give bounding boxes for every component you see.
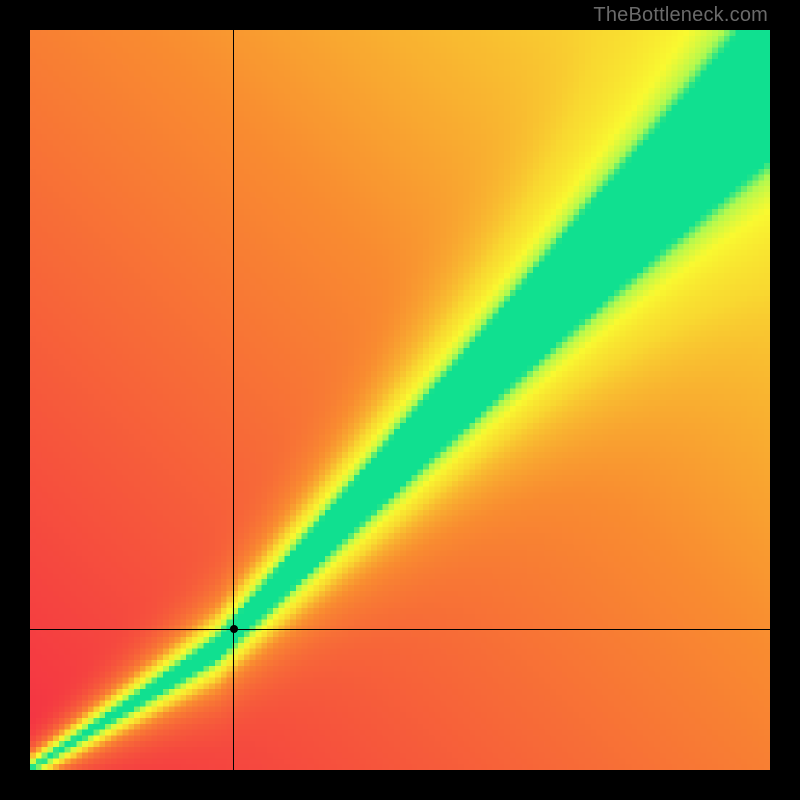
chart-container: TheBottleneck.com [0, 0, 800, 800]
crosshair-vertical [233, 30, 234, 770]
watermark-text: TheBottleneck.com [593, 4, 768, 27]
crosshair-marker [230, 625, 238, 633]
crosshair-horizontal [30, 629, 770, 630]
heatmap-canvas [30, 30, 770, 770]
